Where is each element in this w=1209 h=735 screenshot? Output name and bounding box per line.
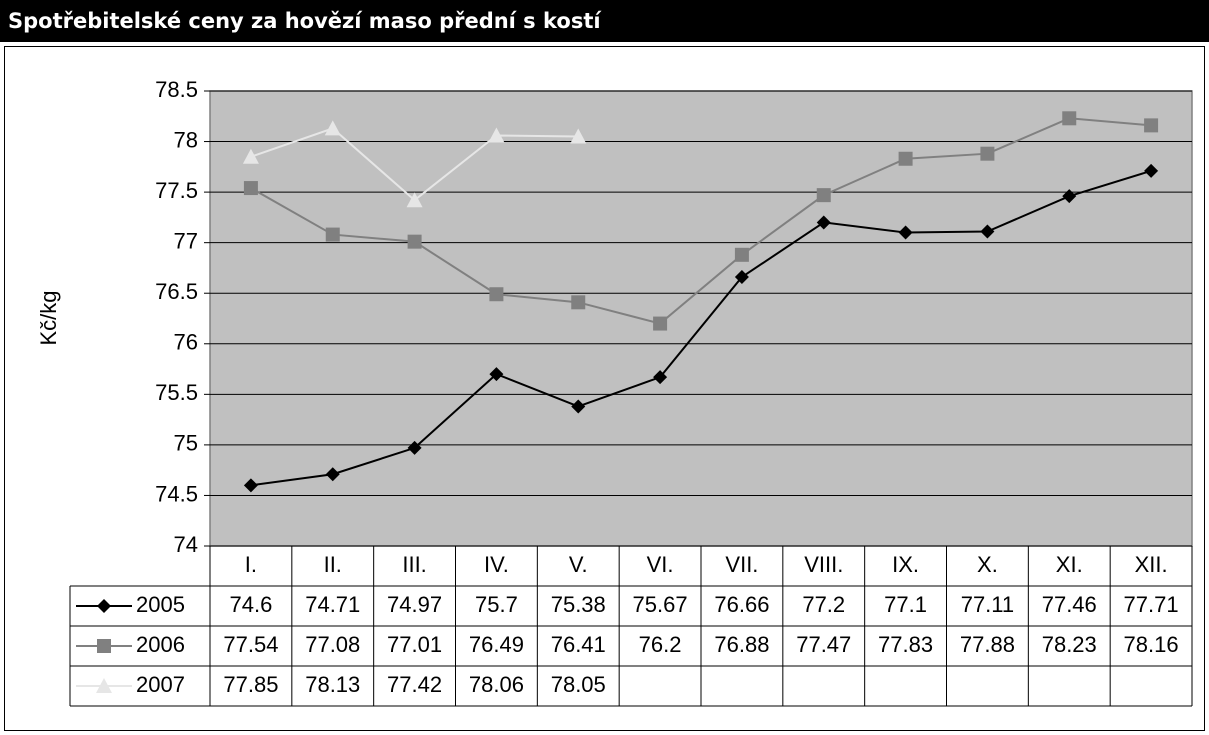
legend-label: 2006: [136, 632, 185, 657]
table-value: 76.66: [714, 592, 769, 617]
table-value: 77.1: [884, 592, 927, 617]
x-tick-label: V.: [569, 552, 588, 577]
y-tick-label: 78: [174, 127, 198, 152]
table-value: 77.42: [387, 672, 442, 697]
legend-label: 2005: [136, 592, 185, 617]
table-value: 74.71: [305, 592, 360, 617]
table-value: 75.7: [475, 592, 518, 617]
x-tick-label: IX.: [892, 552, 919, 577]
table-value: 77.47: [796, 632, 851, 657]
table-value: 78.16: [1124, 632, 1179, 657]
plot-area: [209, 90, 1193, 547]
marker: [1062, 111, 1077, 126]
table-value: 77.71: [1124, 592, 1179, 617]
y-tick-label: 78.5: [155, 77, 198, 102]
table-value: 74.6: [230, 592, 273, 617]
marker: [1144, 118, 1159, 133]
y-axis-label: Kč/kg: [36, 290, 61, 345]
table-value: 77.08: [305, 632, 360, 657]
marker: [734, 270, 749, 285]
title-bar: [0, 0, 1209, 42]
legend-marker: [96, 678, 112, 693]
x-tick-label: I.: [245, 552, 257, 577]
y-tick-label: 76.5: [155, 279, 198, 304]
marker: [488, 127, 505, 143]
table-value: 77.88: [960, 632, 1015, 657]
marker: [324, 120, 341, 136]
table-value: 78.23: [1042, 632, 1097, 657]
y-tick-label: 74.5: [155, 481, 198, 506]
x-tick-label: II.: [324, 552, 342, 577]
table-value: 78.05: [551, 672, 606, 697]
table-value: 77.2: [802, 592, 845, 617]
y-tick-label: 75.5: [155, 380, 198, 405]
x-tick-label: XI.: [1056, 552, 1083, 577]
marker: [243, 181, 258, 196]
table-value: 77.54: [223, 632, 278, 657]
series-line: [250, 117, 1152, 325]
y-tick-label: 75: [174, 431, 198, 456]
chart-title: Spotřebitelské ceny za hovězí maso předn…: [8, 9, 602, 33]
table-value: 78.13: [305, 672, 360, 697]
marker: [570, 128, 587, 144]
marker: [653, 316, 668, 331]
table-value: 78.06: [469, 672, 524, 697]
marker: [407, 234, 422, 249]
series-line: [250, 169, 1152, 487]
table-value: 76.88: [714, 632, 769, 657]
table-value: 77.11: [961, 592, 1014, 617]
marker: [571, 399, 586, 414]
marker: [734, 247, 749, 262]
table-value: 77.46: [1042, 592, 1097, 617]
marker: [489, 367, 504, 382]
marker: [571, 295, 586, 310]
x-tick-label: VIII.: [804, 552, 843, 577]
table-value: 77.85: [223, 672, 278, 697]
marker: [406, 192, 423, 208]
x-tick-label: III.: [402, 552, 426, 577]
table-value: 77.83: [878, 632, 933, 657]
marker: [980, 224, 995, 239]
y-tick-label: 77.5: [155, 178, 198, 203]
table-value: 75.38: [551, 592, 606, 617]
x-tick-label: XII.: [1135, 552, 1168, 577]
x-tick-label: X.: [977, 552, 998, 577]
marker: [980, 146, 995, 161]
table-value: 76.41: [551, 632, 606, 657]
marker: [407, 440, 422, 455]
marker: [242, 148, 259, 164]
y-tick-label: 76: [174, 330, 198, 355]
marker: [1144, 163, 1159, 178]
y-tick-label: 77: [174, 228, 198, 253]
marker: [816, 215, 831, 230]
marker: [325, 227, 340, 242]
legend-marker: [97, 639, 111, 653]
x-tick-label: IV.: [484, 552, 509, 577]
table-value: 76.2: [639, 632, 682, 657]
marker: [1062, 189, 1077, 204]
legend-marker: [97, 599, 111, 613]
legend-label: 2007: [136, 672, 185, 697]
y-tick-label: 74: [174, 532, 198, 557]
table-value: 74.97: [387, 592, 442, 617]
x-tick-label: VI.: [647, 552, 674, 577]
table-value: 75.67: [633, 592, 688, 617]
marker: [489, 287, 504, 302]
marker: [325, 467, 340, 482]
table-value: 76.49: [469, 632, 524, 657]
table-value: 77.01: [387, 632, 442, 657]
marker: [653, 370, 668, 385]
marker: [243, 478, 258, 493]
marker: [816, 188, 831, 203]
marker: [898, 151, 913, 166]
marker: [898, 225, 913, 240]
x-tick-label: VII.: [725, 552, 758, 577]
